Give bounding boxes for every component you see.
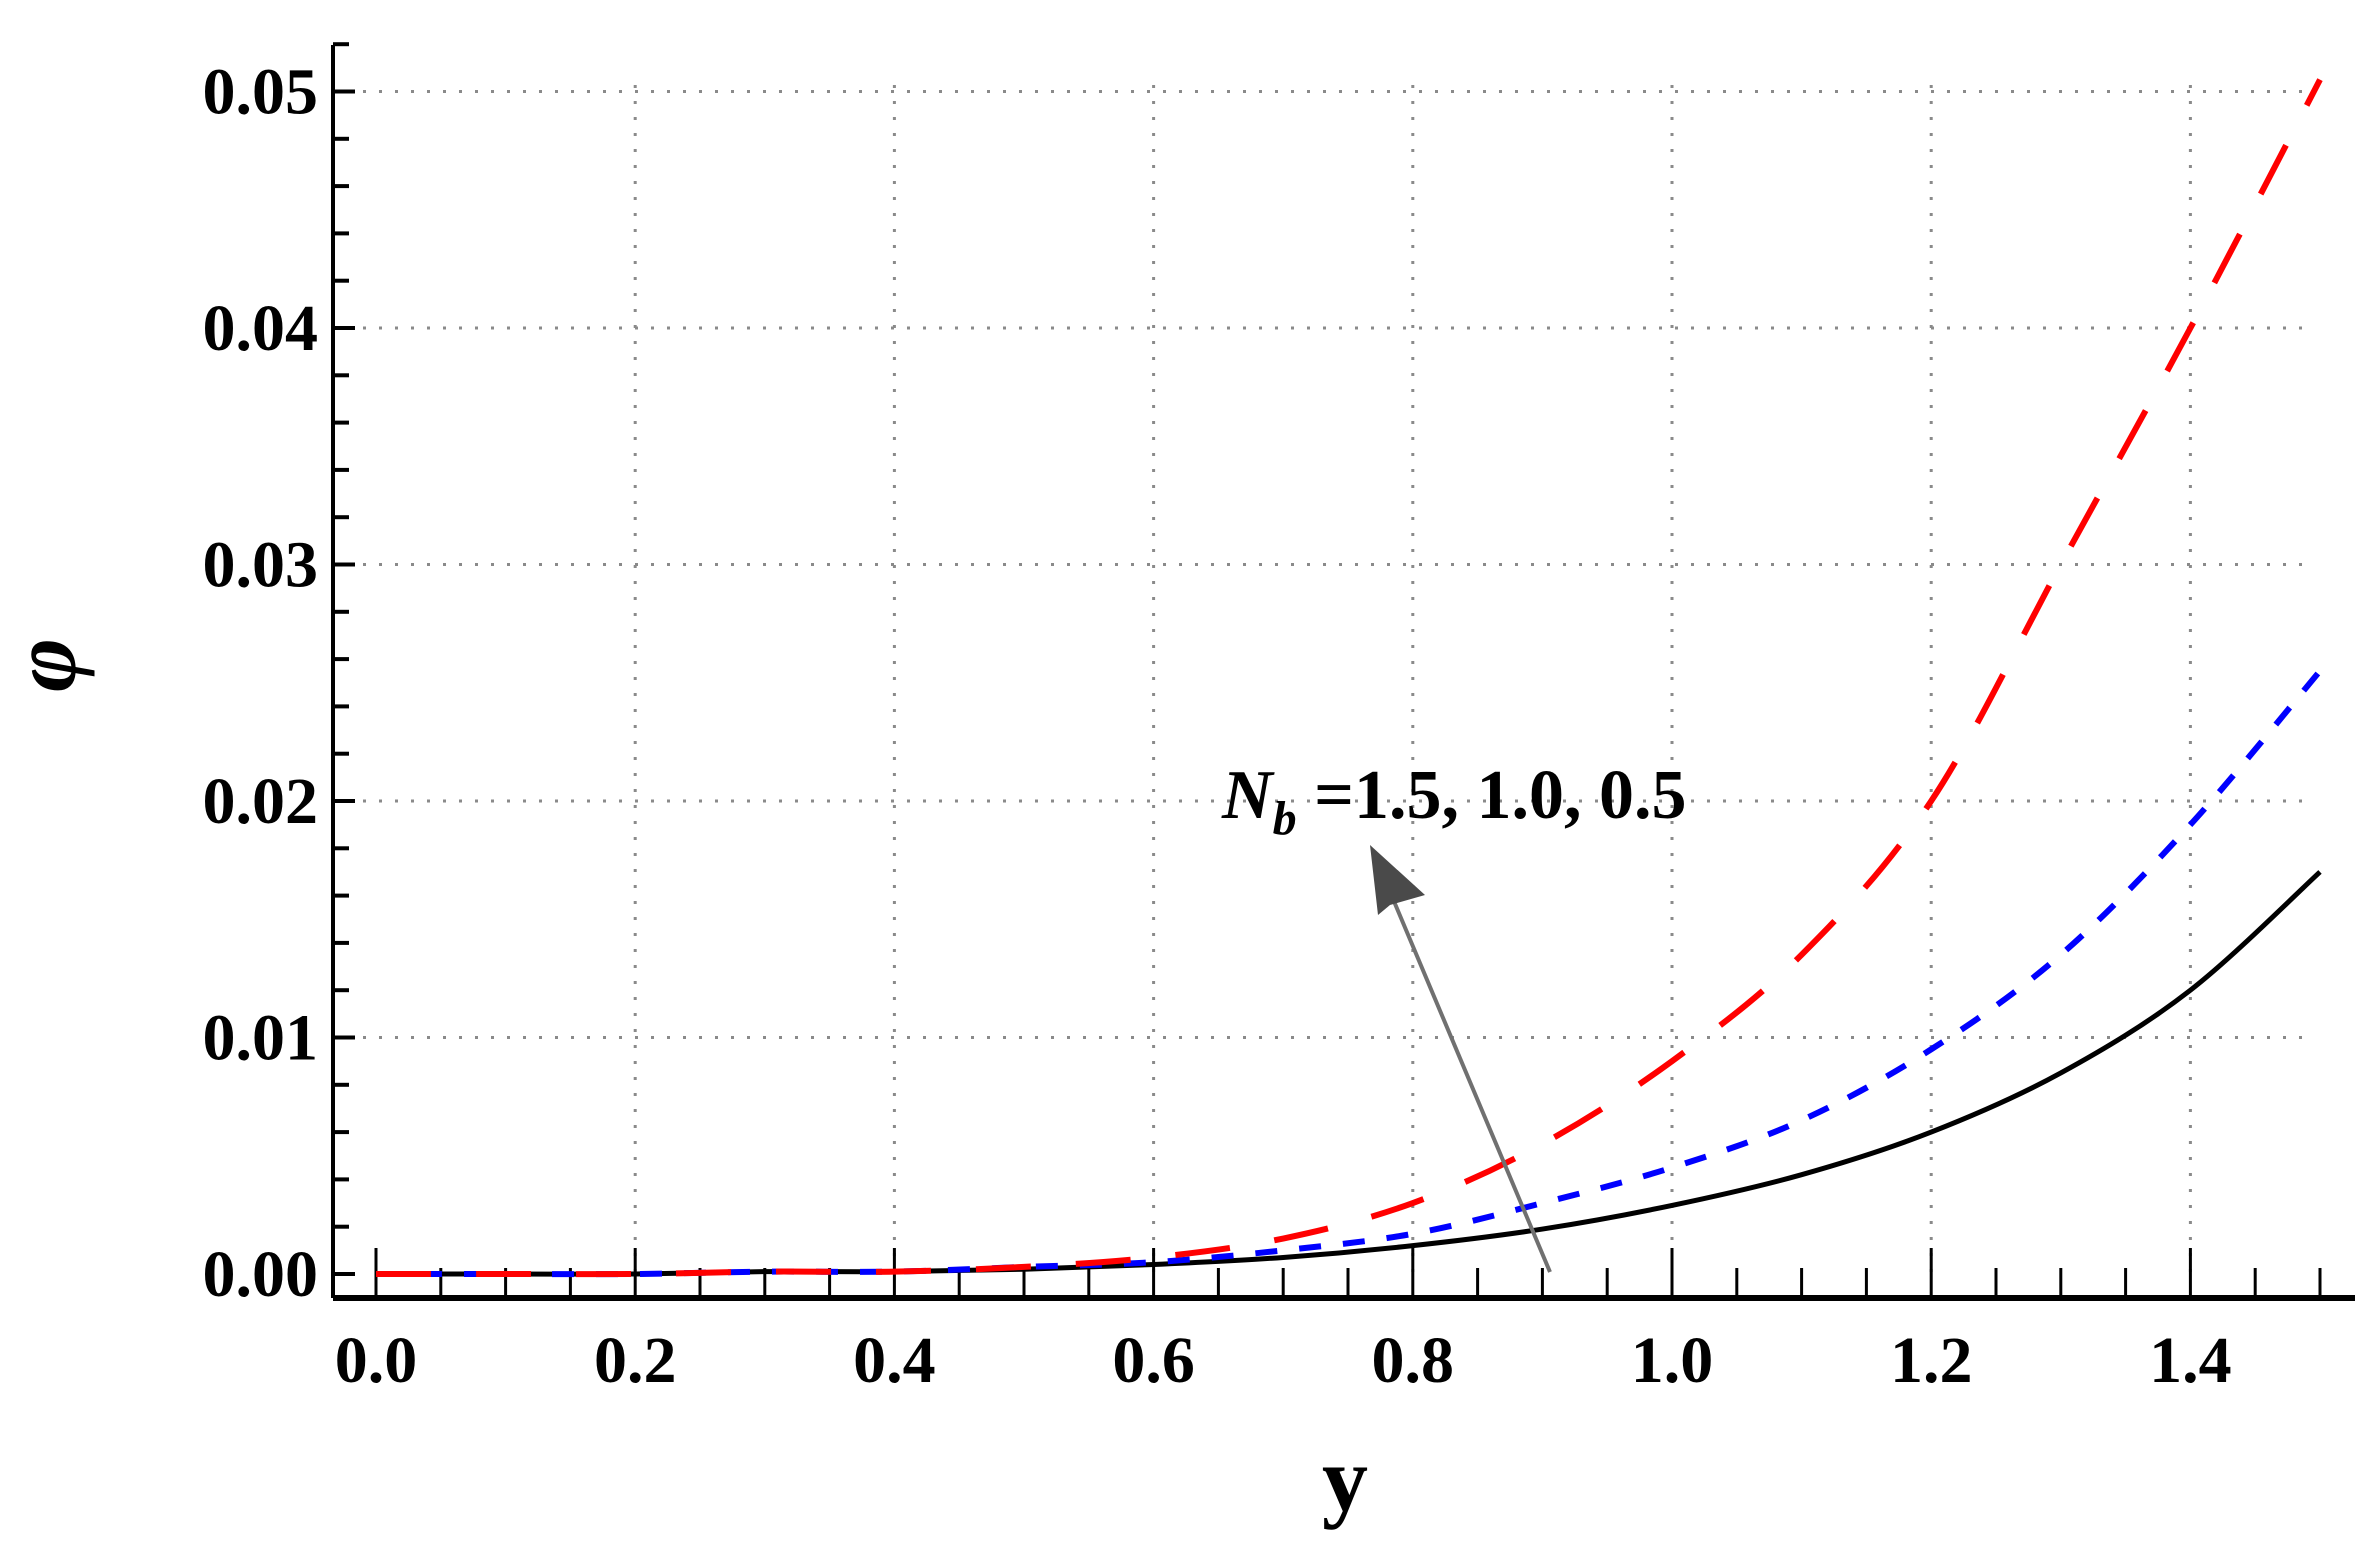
x-tick-label: 0.2 [594,1324,677,1397]
annotation-subscript: b [1273,792,1297,845]
series-line [376,870,2322,1277]
y-axis-ticks: 0.00 0.01 0.02 0.03 0.04 0.05 [203,42,355,1311]
x-tick-label: 1.2 [1890,1324,1973,1397]
y-tick-label: 0.00 [203,1238,319,1311]
y-tick-label: 0.03 [203,529,319,602]
data-series [376,78,2323,1278]
series-line [376,668,2323,1278]
x-tick-label: 0.4 [853,1324,936,1397]
y-tick-label: 0.02 [203,765,319,838]
y-axis-title: φ [0,638,95,692]
x-tick-label: 1.4 [2149,1324,2232,1397]
x-tick-label: 0.0 [335,1324,418,1397]
grid-lines [363,85,2315,1278]
y-tick-label: 0.04 [203,292,319,365]
svg-text:Nb =1.5, 1.0, 0.5: Nb =1.5, 1.0, 0.5 [1221,757,1686,845]
axes [331,45,2355,1301]
annotation-arrow [1383,879,1552,1273]
x-axis-title: y [1322,1428,1368,1530]
annotation-symbol: N [1221,757,1275,834]
x-tick-label: 1.0 [1631,1324,1714,1397]
x-axis-ticks: 0.0 0.2 0.4 0.6 0.8 1.0 1.2 1.4 [335,1248,2322,1397]
y-tick-label: 0.01 [203,1002,319,1075]
arrow-head-icon [1370,845,1425,915]
annotation-values: =1.5, 1.0, 0.5 [1297,757,1687,834]
x-tick-label: 0.6 [1112,1324,1195,1397]
series-line [376,78,2323,1278]
annotation: Nb =1.5, 1.0, 0.5 [1221,757,1686,1273]
x-tick-label: 0.8 [1372,1324,1455,1397]
y-tick-label: 0.05 [203,56,319,129]
